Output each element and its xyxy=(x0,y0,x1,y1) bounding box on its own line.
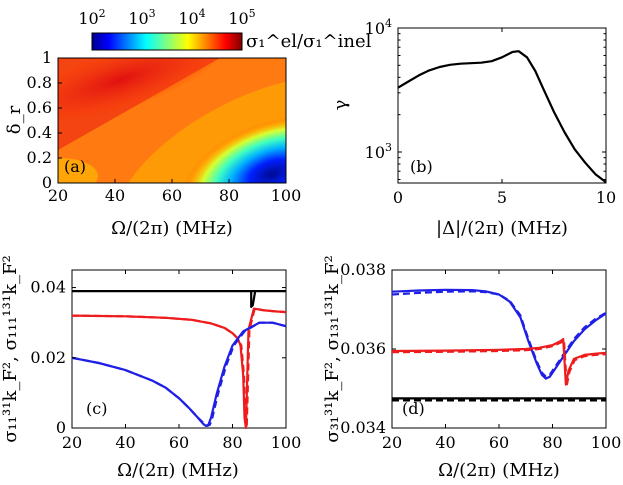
y-tick-label: 0.2 xyxy=(27,148,52,167)
x-tick-label: 100 xyxy=(591,433,622,452)
x-tick-label: 20 xyxy=(62,433,82,452)
y-tick-label: 0.8 xyxy=(27,73,52,92)
xlabel-a: Ω/(2π) (MHz) xyxy=(111,218,233,239)
series-line-blue-solid xyxy=(391,288,607,380)
x-tick-label: 80 xyxy=(222,433,242,452)
x-tick-label: 100 xyxy=(271,186,302,205)
y-tick-label: 0.034 xyxy=(340,418,386,437)
x-tick-label: 60 xyxy=(169,433,189,452)
x-tick-label: 20 xyxy=(48,186,68,205)
y-tick-label: 0.038 xyxy=(340,260,386,279)
ylabel-a: δ_r xyxy=(4,105,25,134)
series-line-blue-dashed xyxy=(71,321,287,427)
ylabel-c: σ₁₁³¹k_F², σ₁₁₁¹³¹k_F² xyxy=(0,255,21,442)
panel-a: σ₁^el/σ₁^inel 102 103 104 105 (a) 20 40 60 80 1… xyxy=(4,7,372,239)
series-line-red-dashed xyxy=(71,307,287,430)
x-tick-label: 60 xyxy=(489,433,509,452)
axis-ticks-c: 20 40 60 80 100 0 0.02 0.04 xyxy=(30,270,301,452)
colorbar-ticks: 102 103 104 105 xyxy=(78,7,255,28)
y-tick-label: 0.4 xyxy=(27,123,52,142)
x-tick-label: 20 xyxy=(382,433,402,452)
colorbar-tick-label: 103 xyxy=(128,7,155,28)
panel-b: (b) 0 5 10 103 104 |Δ|/(2π) (MHz) γ xyxy=(330,17,616,239)
y-tick-label: 0 xyxy=(56,418,66,437)
y-tick-label: 0.036 xyxy=(340,339,386,358)
panel-c: (c) 20 40 60 80 100 0 0.02 0.04 Ω/(2π) (MHz) σ₁… xyxy=(0,255,301,481)
plot-c xyxy=(71,290,287,430)
heatmap xyxy=(58,58,286,183)
axis-ticks-b: 0 5 10 103 104 xyxy=(365,17,617,207)
panel-label-a: (a) xyxy=(64,157,86,176)
series-line-red-solid xyxy=(391,338,607,386)
y-tick-label: 103 xyxy=(365,141,392,162)
x-tick-label: 80 xyxy=(219,186,239,205)
panel-label-d: (d) xyxy=(402,399,425,418)
panel-label-b: (b) xyxy=(410,157,433,176)
x-tick-label: 60 xyxy=(162,186,182,205)
y-tick-label: 0.02 xyxy=(30,348,66,367)
y-tick-label: 0.04 xyxy=(30,278,66,297)
ylabel-d: σ₃₁³¹k_F², σ₁₃₁¹³¹k_F² xyxy=(322,255,343,442)
colorbar-label: σ₁^el/σ₁^inel xyxy=(246,31,372,52)
y-tick-label: 1 xyxy=(42,48,52,67)
colorbar xyxy=(91,32,243,51)
plot-d xyxy=(391,288,607,402)
x-tick-label: 0 xyxy=(393,188,403,207)
x-tick-label: 10 xyxy=(596,188,616,207)
xlabel-c: Ω/(2π) (MHz) xyxy=(117,460,239,481)
panel-label-c: (c) xyxy=(86,399,107,418)
x-tick-label: 40 xyxy=(115,433,135,452)
colorbar-tick-label: 102 xyxy=(78,7,105,28)
colorbar-tick-label: 105 xyxy=(228,7,255,28)
panel-d: (d) 20 40 60 80 100 0.034 0.036 0.038 Ω/(2π) (M… xyxy=(322,255,621,481)
x-tick-label: 5 xyxy=(497,188,507,207)
y-tick-label: 104 xyxy=(365,17,392,38)
x-tick-label: 80 xyxy=(542,433,562,452)
x-tick-label: 100 xyxy=(271,433,302,452)
series-line-red-dashed xyxy=(391,339,607,387)
series-line-black-solid xyxy=(250,290,257,308)
x-tick-label: 40 xyxy=(435,433,455,452)
y-tick-label: 0.6 xyxy=(27,98,52,117)
xlabel-b: |Δ|/(2π) (MHz) xyxy=(436,218,568,239)
axis-ticks-a: 20 40 60 80 100 0 0.2 0.4 0.6 0.8 1 xyxy=(27,48,302,205)
xlabel-d: Ω/(2π) (MHz) xyxy=(438,460,560,481)
y-tick-label: 0 xyxy=(42,173,52,192)
ylabel-b: γ xyxy=(330,100,351,111)
colorbar-tick-label: 104 xyxy=(178,7,205,28)
series-line-blue-dashed xyxy=(391,290,607,378)
axis-ticks-d: 20 40 60 80 100 0.034 0.036 0.038 xyxy=(340,260,621,452)
x-tick-label: 40 xyxy=(105,186,125,205)
plot-b xyxy=(397,50,607,184)
series-line-black-solid xyxy=(397,50,607,184)
